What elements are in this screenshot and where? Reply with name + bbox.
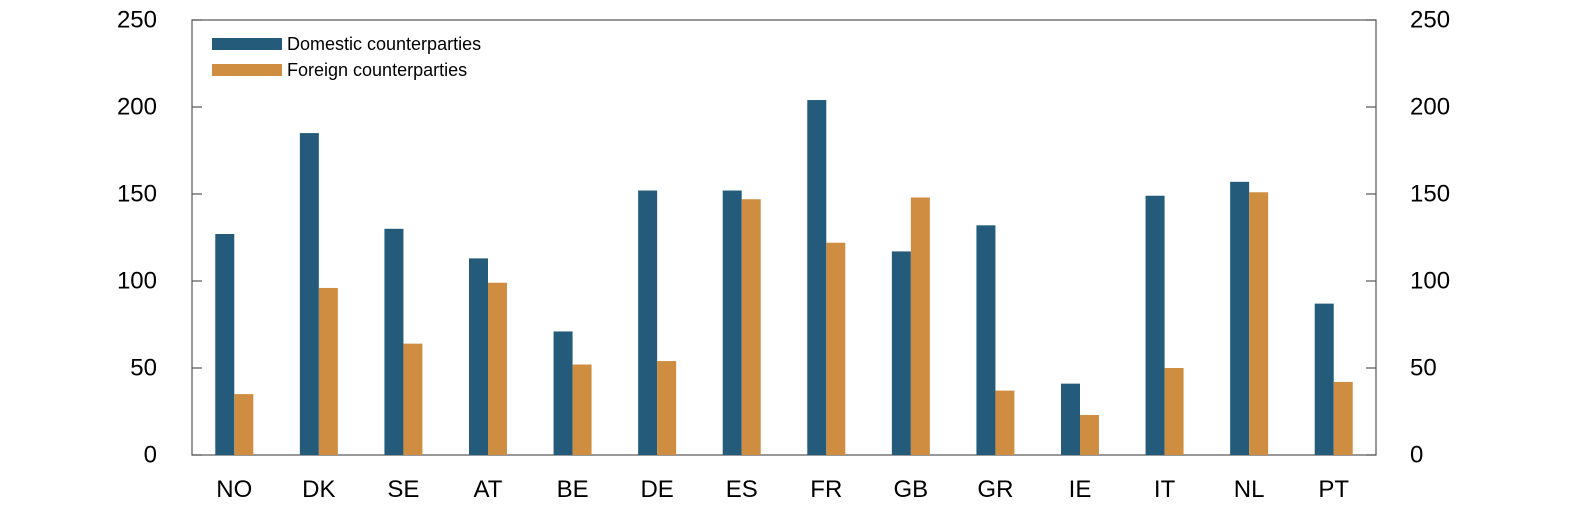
bar-foreign-no — [234, 394, 254, 455]
y-tick-label-right: 200 — [1410, 94, 1450, 121]
bar-foreign-es — [741, 199, 761, 455]
bar-foreign-dk — [318, 287, 338, 455]
y-tick-label-left: 200 — [117, 94, 157, 121]
bar-domestic-se — [384, 228, 404, 455]
bar-foreign-nl — [1249, 192, 1269, 455]
bar-foreign-fr — [826, 242, 846, 455]
x-tick-label-es: ES — [726, 476, 758, 503]
y-tick-label-left: 250 — [117, 7, 157, 34]
bar-domestic-nl — [1230, 181, 1250, 455]
x-tick-label-nl: NL — [1234, 476, 1265, 503]
bar-foreign-gr — [995, 390, 1015, 455]
bar-domestic-at — [469, 258, 488, 455]
x-tick-label-de: DE — [640, 476, 673, 503]
legend-swatch-foreign — [212, 64, 282, 76]
y-tick-label-right: 100 — [1410, 268, 1450, 295]
y-tick-label-right: 150 — [1410, 181, 1450, 208]
bars-layer — [215, 100, 1353, 456]
x-tick-label-fr: FR — [810, 476, 842, 503]
y-tick-label-left: 0 — [144, 442, 157, 469]
bar-domestic-no — [215, 234, 235, 455]
bar-domestic-be — [553, 331, 573, 455]
x-tick-label-ie: IE — [1069, 476, 1092, 503]
bar-domestic-gr — [976, 225, 996, 455]
x-tick-label-at: AT — [474, 476, 503, 503]
x-tick-label-pt: PT — [1318, 476, 1349, 503]
y-tick-label-left: 50 — [130, 355, 157, 382]
bar-foreign-at — [488, 282, 507, 455]
legend-label-domestic: Domestic counterparties — [287, 34, 481, 54]
bar-domestic-it — [1145, 195, 1165, 456]
legend-label-foreign: Foreign counterparties — [287, 60, 467, 80]
x-tick-label-gb: GB — [894, 476, 929, 503]
bar-domestic-gb — [891, 251, 911, 455]
bar-foreign-it — [1164, 368, 1184, 455]
plot-frame — [191, 19, 1377, 456]
bar-foreign-pt — [1333, 381, 1353, 455]
y-tick-label-left: 150 — [117, 181, 157, 208]
bar-foreign-de — [657, 361, 677, 455]
x-tick-label-se: SE — [387, 476, 419, 503]
x-tick-label-dk: DK — [302, 476, 335, 503]
bar-domestic-fr — [807, 100, 827, 455]
legend-swatch-domestic — [212, 38, 282, 50]
y-tick-label-right: 0 — [1410, 442, 1423, 469]
x-tick-label-no: NO — [216, 476, 252, 503]
bar-foreign-se — [403, 343, 423, 455]
legend: Domestic counterparties Foreign counterpa… — [212, 34, 481, 80]
x-tick-label-it: IT — [1154, 476, 1176, 503]
bar-foreign-be — [572, 364, 592, 455]
bar-domestic-dk — [299, 133, 319, 455]
bar-domestic-es — [722, 190, 742, 455]
ticks-layer: NO DK SE AT BE DE ES FR GB GR IE IT NL PT 0 0 50 50 100 100… — [117, 7, 1450, 504]
x-tick-label-gr: GR — [977, 476, 1013, 503]
y-tick-label-right: 250 — [1410, 7, 1450, 34]
y-tick-label-left: 100 — [117, 268, 157, 295]
bar-domestic-ie — [1061, 383, 1080, 455]
bar-foreign-gb — [910, 197, 930, 456]
bar-foreign-ie — [1080, 414, 1099, 455]
bar-domestic-pt — [1314, 303, 1334, 455]
x-tick-label-be: BE — [557, 476, 589, 503]
y-tick-label-right: 50 — [1410, 355, 1437, 382]
bar-domestic-de — [638, 190, 658, 455]
